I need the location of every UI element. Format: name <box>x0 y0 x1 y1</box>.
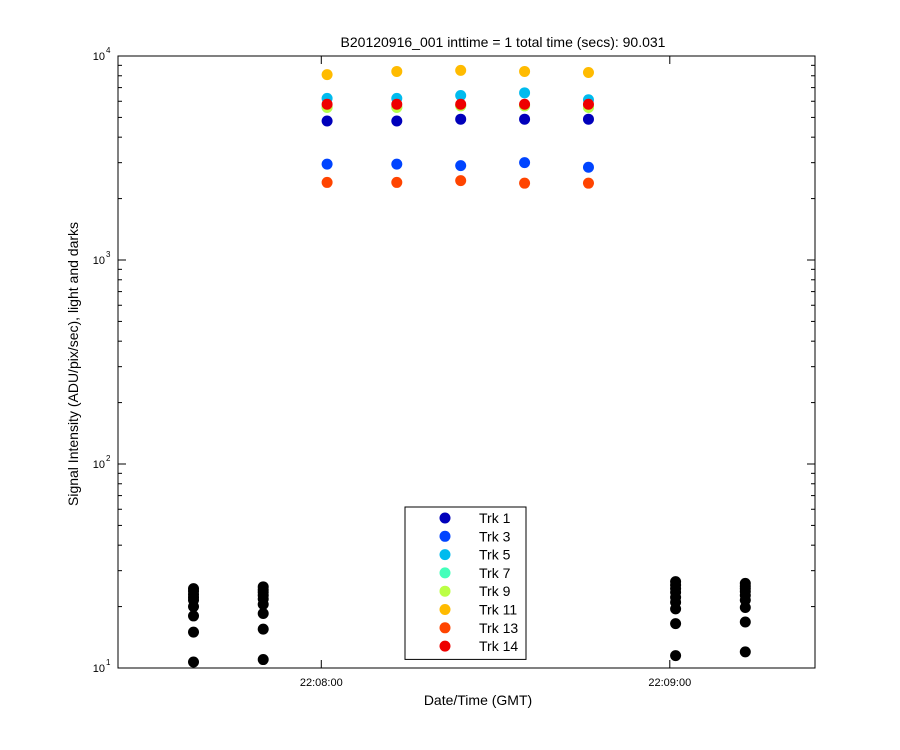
point-trk-13 <box>321 176 333 188</box>
dark-point <box>739 601 751 613</box>
point-trk-1 <box>455 113 467 125</box>
point-trk-14 <box>582 98 594 110</box>
legend-marker <box>439 640 451 652</box>
legend-marker <box>439 567 451 579</box>
light-points <box>321 64 594 189</box>
point-trk-1 <box>582 113 594 125</box>
dark-point <box>670 603 682 615</box>
dark-point <box>188 610 200 622</box>
y-tick-label: 10 <box>93 255 105 267</box>
x-axis-label: Date/Time (GMT) <box>424 692 532 708</box>
legend-marker <box>439 622 451 634</box>
y-tick-label: 10 <box>93 459 105 471</box>
legend-label: Trk 3 <box>479 528 511 544</box>
legend-label: Trk 9 <box>479 583 511 599</box>
y-tick-exponent: 4 <box>106 46 111 55</box>
point-trk-5 <box>519 87 531 99</box>
legend-marker <box>439 604 451 615</box>
x-tick-label: 22:09:00 <box>648 677 691 689</box>
point-trk-3 <box>519 157 531 169</box>
legend: Trk 1 Trk 3 Trk 5 Trk 7 Trk 9 Trk 11 Trk 13 Trk… <box>404 506 527 660</box>
dark-point <box>188 656 200 668</box>
chart-title: B20120916_001 inttime = 1 total time (se… <box>341 34 666 50</box>
point-trk-1 <box>519 113 531 125</box>
dark-point <box>257 598 269 610</box>
point-trk-5 <box>455 90 467 102</box>
y-tick-label: 10 <box>93 51 105 63</box>
point-trk-3 <box>582 161 594 173</box>
y-tick-label: 10 <box>93 663 105 675</box>
y-tick-exponent: 1 <box>106 658 111 667</box>
point-trk-1 <box>321 115 333 127</box>
point-trk-14 <box>391 98 403 110</box>
point-trk-11 <box>391 65 403 77</box>
legend-marker <box>439 512 451 524</box>
dark-point <box>188 626 200 638</box>
dark-point <box>257 623 269 635</box>
point-trk-14 <box>455 98 467 110</box>
point-trk-13 <box>519 177 531 189</box>
dark-point <box>739 616 751 628</box>
legend-marker <box>439 530 451 542</box>
y-tick-exponent: 2 <box>106 454 111 463</box>
y-axis-label: Signal Intensity (ADU/pix/sec), light an… <box>65 222 81 506</box>
point-trk-11 <box>519 65 531 77</box>
legend-label: Trk 5 <box>479 547 511 563</box>
dark-point <box>739 646 751 658</box>
legend-label: Trk 7 <box>479 565 511 581</box>
point-trk-11 <box>321 69 333 81</box>
point-trk-13 <box>582 177 594 189</box>
legend-marker <box>439 585 451 597</box>
legend-label: Trk 11 <box>479 602 517 618</box>
legend-label: Trk 13 <box>479 620 518 636</box>
y-tick-exponent: 3 <box>106 250 111 259</box>
plot-frame <box>117 55 816 669</box>
dark-point <box>257 654 269 666</box>
point-trk-11 <box>455 64 467 76</box>
point-trk-3 <box>391 158 403 170</box>
point-trk-14 <box>321 98 333 110</box>
dark-points <box>188 576 751 668</box>
point-trk-11 <box>582 67 594 79</box>
point-trk-13 <box>391 176 403 188</box>
point-trk-13 <box>455 175 467 187</box>
legend-label: Trk 1 <box>479 510 511 526</box>
point-trk-1 <box>391 115 403 127</box>
legend-box <box>404 506 527 660</box>
legend-label: Trk 14 <box>479 638 518 654</box>
dark-point <box>670 618 682 630</box>
legend-marker <box>439 549 451 561</box>
dark-point <box>188 601 200 613</box>
point-trk-3 <box>455 160 467 172</box>
dark-point <box>257 607 269 619</box>
point-trk-3 <box>321 158 333 170</box>
dark-point <box>670 650 682 662</box>
x-tick-label: 22:08:00 <box>300 677 343 689</box>
point-trk-14 <box>519 98 531 110</box>
